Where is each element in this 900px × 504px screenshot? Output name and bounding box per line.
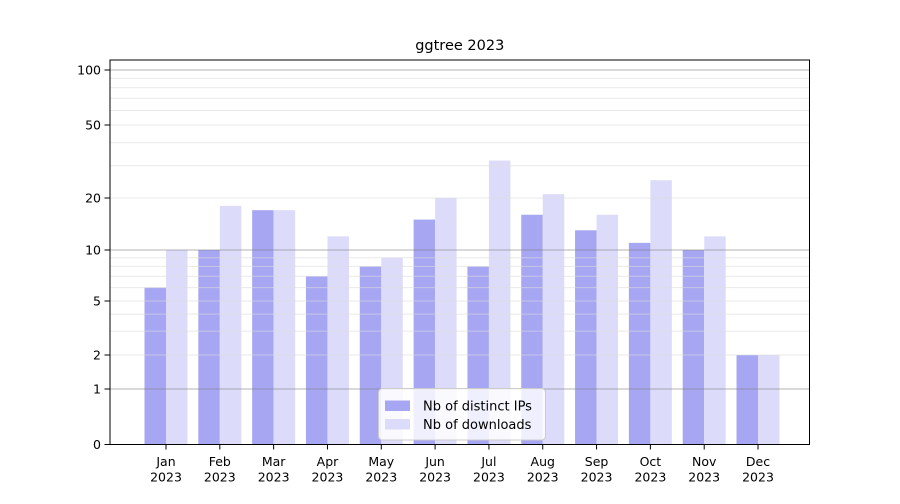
bar-downloads-dec bbox=[758, 355, 780, 445]
bar-distinct-ips-dec bbox=[736, 355, 759, 445]
bar-distinct-ips-oct bbox=[628, 242, 651, 445]
legend-swatch-downloads bbox=[385, 419, 410, 430]
x-tick-label-jul: Jul 2023 bbox=[473, 454, 505, 485]
x-tick-label-may: May 2023 bbox=[365, 454, 397, 485]
bar-distinct-ips-jan bbox=[144, 287, 166, 445]
y-tick-label-10: 10 bbox=[85, 242, 101, 257]
bar-distinct-ips-feb bbox=[198, 250, 220, 445]
x-tick-label-sep: Sep 2023 bbox=[581, 454, 613, 485]
y-tick-label-0: 0 bbox=[93, 437, 101, 452]
chart-title: ggtree 2023 bbox=[415, 38, 504, 54]
legend-label-downloads: Nb of downloads bbox=[423, 418, 532, 433]
bar-downloads-sep bbox=[596, 214, 619, 445]
bar-distinct-ips-mar bbox=[252, 210, 274, 445]
bar-distinct-ips-aug bbox=[521, 214, 543, 445]
bar-downloads-feb bbox=[219, 205, 242, 445]
x-tick-label-dec: Dec 2023 bbox=[742, 454, 774, 485]
y-tick-label-100: 100 bbox=[77, 62, 101, 77]
bar-distinct-ips-apr bbox=[305, 276, 328, 445]
legend-box bbox=[378, 388, 546, 441]
bar-distinct-ips-sep bbox=[575, 230, 597, 445]
legend-label-distinct-ips: Nb of distinct IPs bbox=[423, 400, 532, 415]
y-tick-label-50: 50 bbox=[85, 117, 101, 132]
x-tick-label-aug: Aug 2023 bbox=[527, 454, 559, 485]
bar-downloads-jan bbox=[166, 250, 188, 445]
x-tick-label-apr: Apr 2023 bbox=[312, 454, 344, 485]
bar-downloads-apr bbox=[327, 236, 349, 445]
plot-border bbox=[109, 59, 810, 445]
bar-downloads-jun bbox=[435, 198, 457, 445]
y-tick-label-2: 2 bbox=[93, 347, 101, 362]
gridlines-layer bbox=[110, 69, 810, 390]
bar-downloads-aug bbox=[542, 194, 565, 445]
bar-downloads-oct bbox=[650, 180, 672, 445]
bar-downloads-nov bbox=[704, 236, 726, 445]
x-tick-label-mar: Mar 2023 bbox=[258, 454, 290, 485]
y-tick-label-1: 1 bbox=[93, 381, 101, 396]
axes-layer bbox=[104, 59, 810, 450]
x-tick-label-feb: Feb 2023 bbox=[204, 454, 236, 485]
bar-downloads-mar bbox=[273, 210, 296, 445]
bar-distinct-ips-nov bbox=[682, 250, 705, 445]
legend-swatch-distinct-ips bbox=[385, 400, 410, 411]
y-tick-label-20: 20 bbox=[85, 190, 101, 205]
y-tick-label-5: 5 bbox=[93, 293, 101, 308]
axis-labels-layer: 0 1 2 5 10 20 50 100 Jan 2023 Feb 2023 Mar 2023 Apr 202… bbox=[77, 62, 774, 484]
x-tick-label-jan: Jan 2023 bbox=[150, 454, 182, 485]
x-tick-label-jun: Jun 2023 bbox=[419, 454, 451, 485]
x-tick-label-oct: Oct 2023 bbox=[634, 454, 666, 485]
bar-downloads-jul bbox=[488, 160, 511, 445]
x-tick-label-nov: Nov 2023 bbox=[688, 454, 720, 485]
legend: Nb of distinct IPs Nb of downloads bbox=[378, 388, 546, 441]
